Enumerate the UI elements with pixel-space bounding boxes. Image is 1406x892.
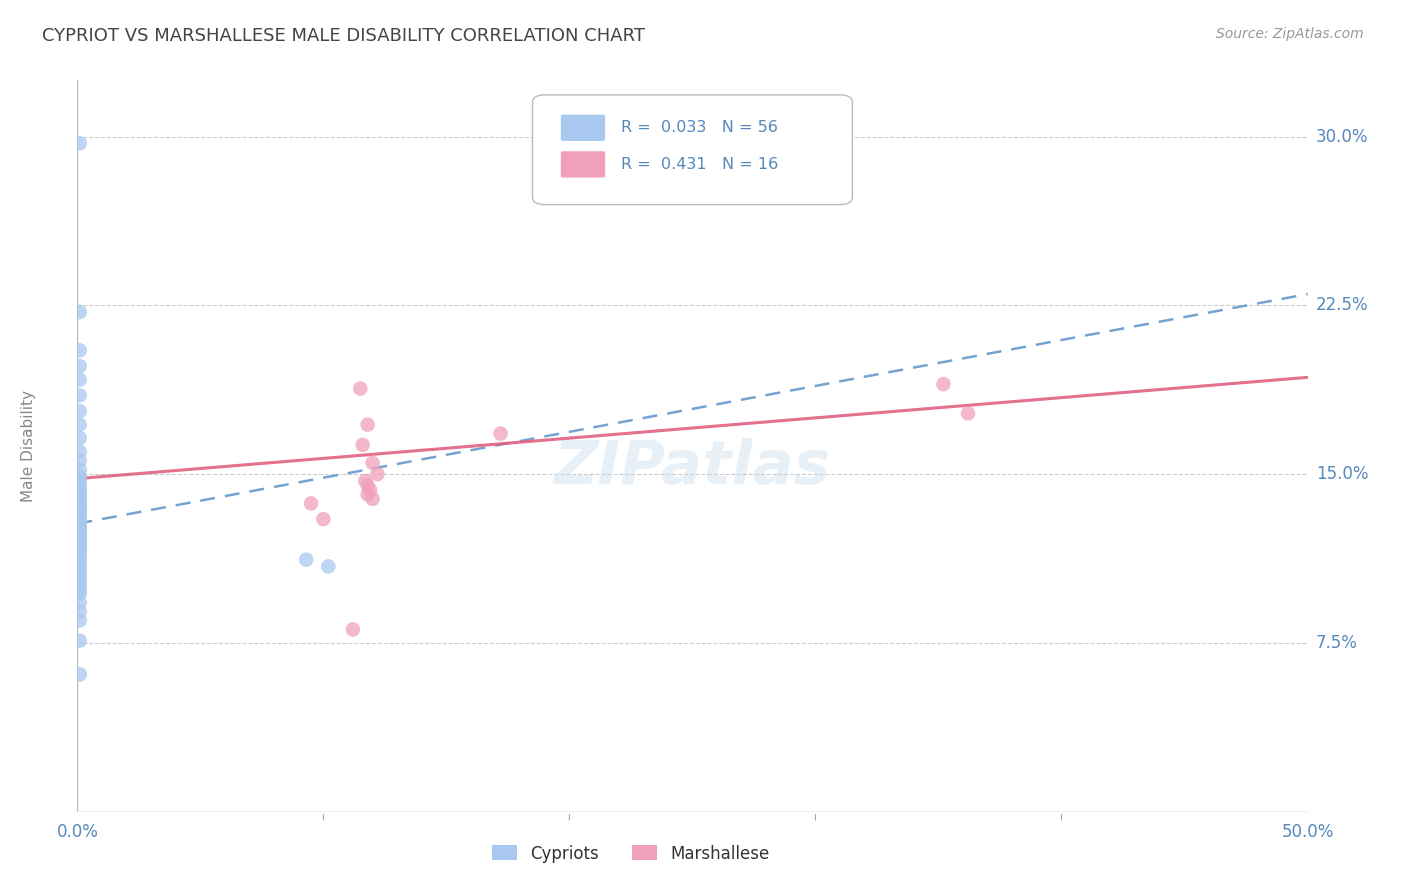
Point: [69, 577, 91, 591]
Point: [69, 530, 91, 544]
Text: R =  0.431   N = 16: R = 0.431 N = 16: [621, 157, 779, 172]
Point: [69, 555, 91, 569]
FancyBboxPatch shape: [533, 95, 852, 204]
Point: [69, 568, 91, 582]
Text: CYPRIOT VS MARSHALLESE MALE DISABILITY CORRELATION CHART: CYPRIOT VS MARSHALLESE MALE DISABILITY C…: [42, 27, 645, 45]
Point: [357, 487, 380, 501]
Point: [357, 478, 380, 492]
Point: [69, 462, 91, 476]
Point: [69, 496, 91, 510]
Point: [69, 550, 91, 565]
Text: 7.5%: 7.5%: [1316, 634, 1358, 652]
Point: [361, 491, 384, 506]
Point: [357, 417, 380, 432]
Point: [69, 305, 91, 319]
Point: [69, 614, 91, 628]
Point: [69, 490, 91, 504]
Point: [69, 388, 91, 402]
Point: [69, 417, 91, 432]
Point: [69, 586, 91, 600]
Point: [69, 508, 91, 522]
Point: [69, 444, 91, 458]
Text: 15.0%: 15.0%: [1316, 465, 1368, 483]
Point: [69, 478, 91, 492]
FancyBboxPatch shape: [561, 115, 605, 141]
Point: [69, 534, 91, 549]
Text: R =  0.033   N = 56: R = 0.033 N = 56: [621, 120, 778, 136]
Point: [932, 377, 955, 392]
Point: [69, 500, 91, 515]
Legend: Cypriots, Marshallese: Cypriots, Marshallese: [485, 838, 776, 869]
Point: [69, 505, 91, 519]
Point: [295, 552, 318, 566]
Point: [69, 515, 91, 529]
FancyBboxPatch shape: [561, 152, 605, 178]
Point: [957, 406, 980, 420]
Point: [69, 491, 91, 506]
Point: [69, 633, 91, 648]
Point: [69, 516, 91, 531]
Point: [349, 382, 371, 396]
Point: [69, 533, 91, 547]
Point: [69, 431, 91, 445]
Point: [69, 524, 91, 538]
Point: [69, 573, 91, 587]
Point: [342, 623, 364, 637]
Text: 30.0%: 30.0%: [1316, 128, 1368, 145]
Point: [69, 537, 91, 551]
Point: [69, 512, 91, 526]
Point: [69, 474, 91, 488]
Point: [69, 499, 91, 513]
Point: [69, 453, 91, 467]
Text: Male Disability: Male Disability: [21, 390, 35, 502]
Point: [361, 456, 384, 470]
Point: [299, 496, 322, 510]
Point: [69, 343, 91, 358]
Point: [69, 546, 91, 560]
Point: [69, 543, 91, 558]
Point: [69, 485, 91, 500]
Point: [69, 541, 91, 556]
Point: [69, 528, 91, 542]
Text: ZIPatlas: ZIPatlas: [554, 439, 831, 498]
Point: [69, 519, 91, 533]
Text: 22.5%: 22.5%: [1316, 296, 1368, 314]
Point: [69, 582, 91, 596]
Text: Source: ZipAtlas.com: Source: ZipAtlas.com: [1216, 27, 1364, 41]
Point: [69, 595, 91, 609]
Point: [69, 521, 91, 535]
Point: [366, 467, 388, 482]
Point: [69, 667, 91, 681]
Point: [69, 564, 91, 578]
Point: [69, 136, 91, 151]
Point: [69, 469, 91, 483]
Text: 0.0%: 0.0%: [56, 822, 98, 841]
Point: [69, 483, 91, 497]
Point: [69, 359, 91, 373]
Point: [352, 438, 374, 452]
Point: [312, 512, 335, 526]
Point: [69, 525, 91, 540]
Point: [359, 483, 381, 497]
Point: [489, 426, 512, 441]
Point: [354, 474, 377, 488]
Text: 50.0%: 50.0%: [1281, 822, 1334, 841]
Point: [69, 539, 91, 553]
Point: [69, 373, 91, 387]
Point: [69, 559, 91, 574]
Point: [69, 404, 91, 418]
Point: [318, 559, 340, 574]
Point: [69, 604, 91, 618]
